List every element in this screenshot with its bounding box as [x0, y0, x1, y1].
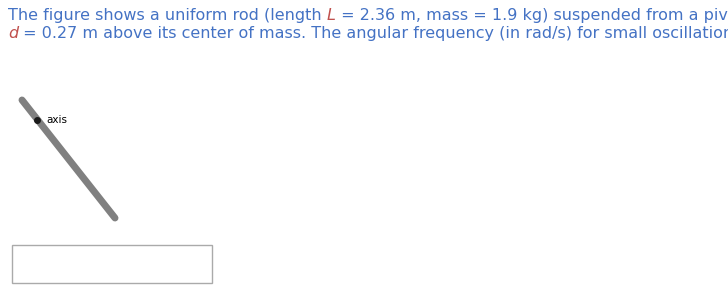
- Text: = 0.27 m above its center of mass. The angular frequency (in rad/s) for small os: = 0.27 m above its center of mass. The a…: [18, 26, 728, 41]
- Text: = 2.36 m, mass = 1.9 kg) suspended from a pivot a distance: = 2.36 m, mass = 1.9 kg) suspended from …: [336, 8, 728, 23]
- Bar: [12, 245, 212, 283]
- Text: axis: axis: [46, 115, 67, 125]
- Text: The figure shows a uniform rod (length: The figure shows a uniform rod (length: [8, 8, 327, 23]
- Text: L: L: [327, 8, 336, 23]
- Text: d: d: [8, 26, 18, 41]
